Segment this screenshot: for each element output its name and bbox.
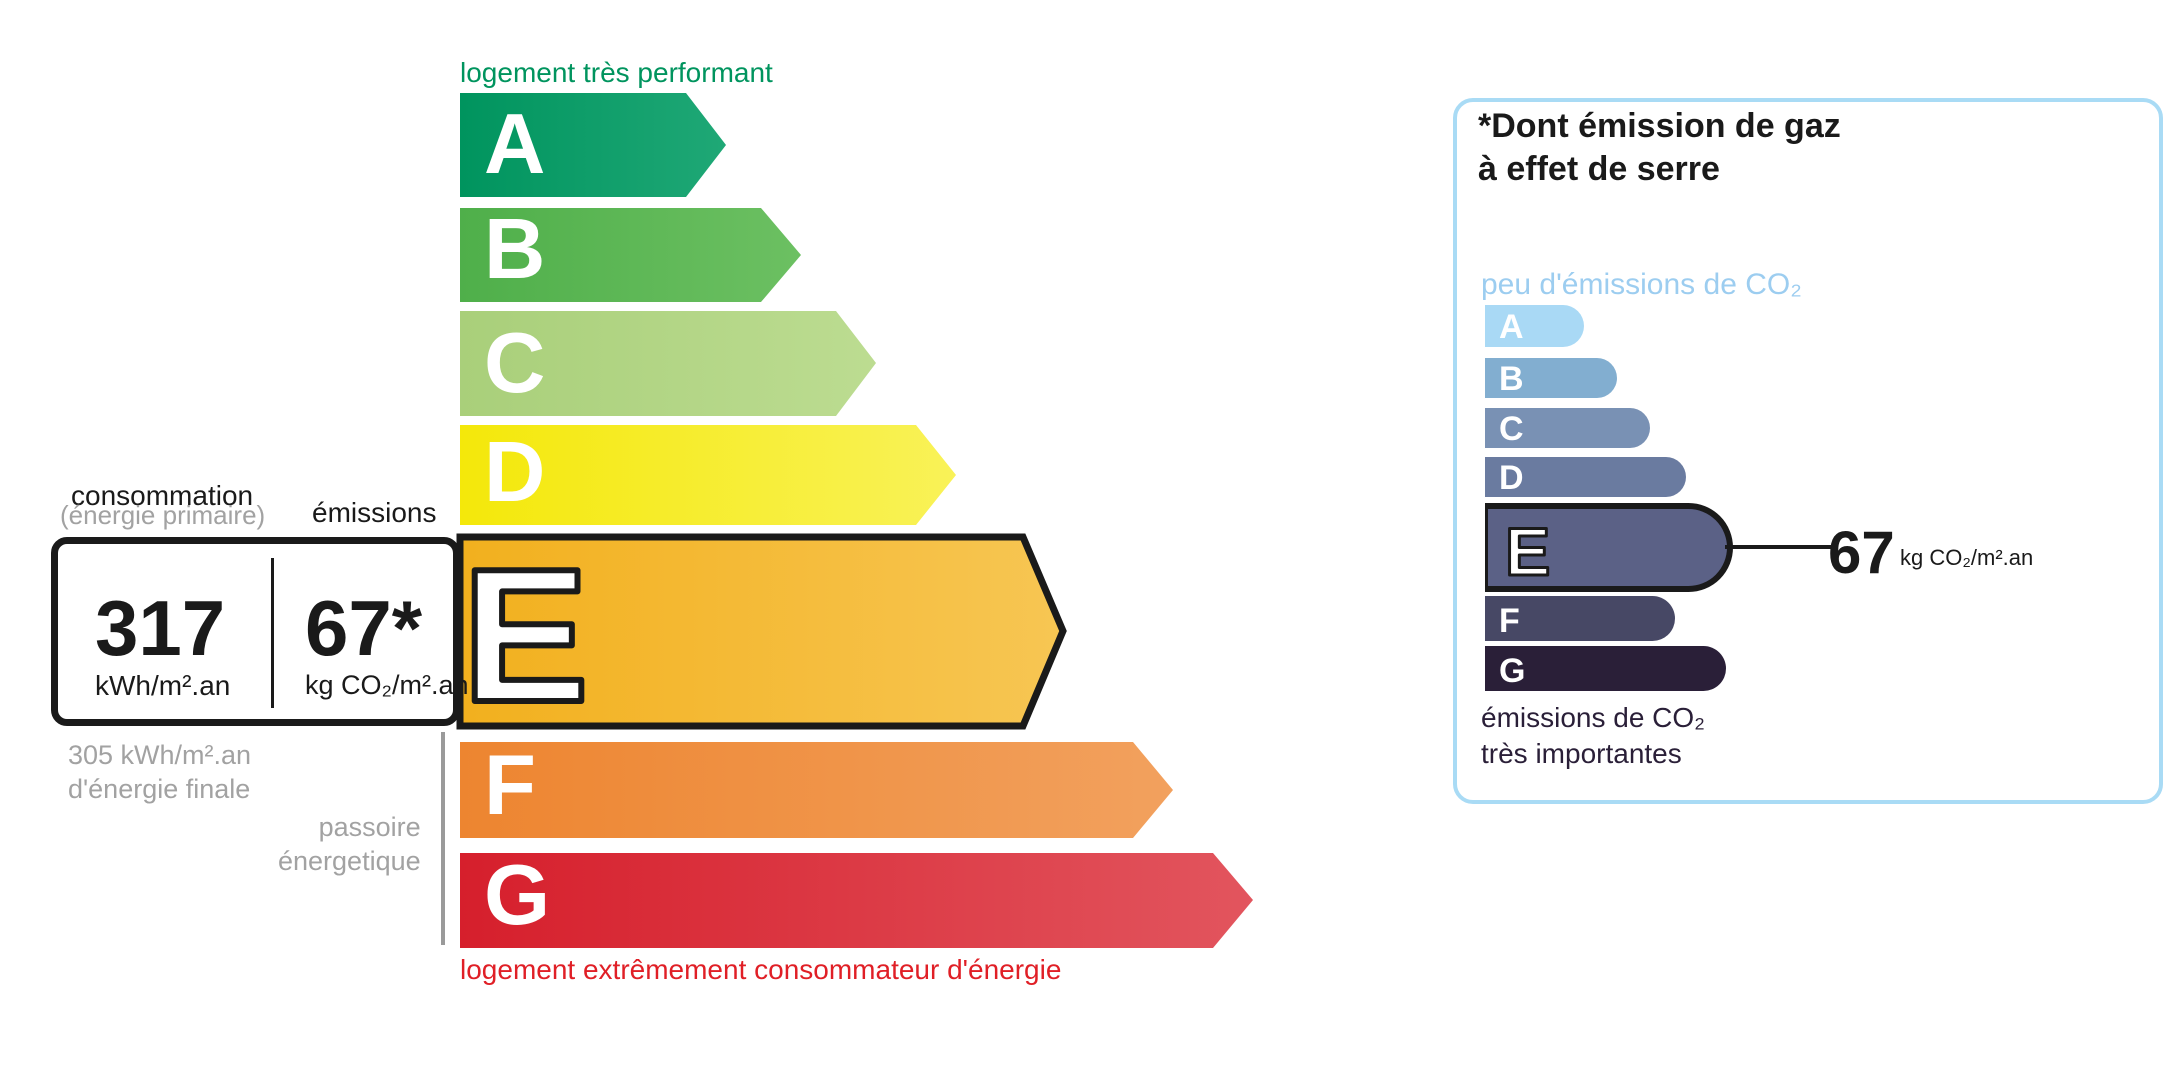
svg-text:D: D (484, 425, 545, 520)
svg-text:G: G (484, 848, 550, 943)
svg-text:F: F (1499, 602, 1520, 640)
svg-text:E: E (1505, 514, 1550, 590)
svg-text:G: G (1499, 652, 1525, 690)
svg-text:A: A (484, 97, 545, 192)
svg-text:A: A (1499, 308, 1524, 346)
svg-text:D: D (1499, 459, 1524, 497)
svg-text:F: F (484, 738, 536, 833)
svg-text:C: C (484, 316, 545, 411)
svg-text:B: B (484, 202, 545, 297)
svg-text:B: B (1499, 360, 1524, 398)
svg-text:E: E (462, 530, 589, 742)
svg-text:C: C (1499, 410, 1524, 448)
